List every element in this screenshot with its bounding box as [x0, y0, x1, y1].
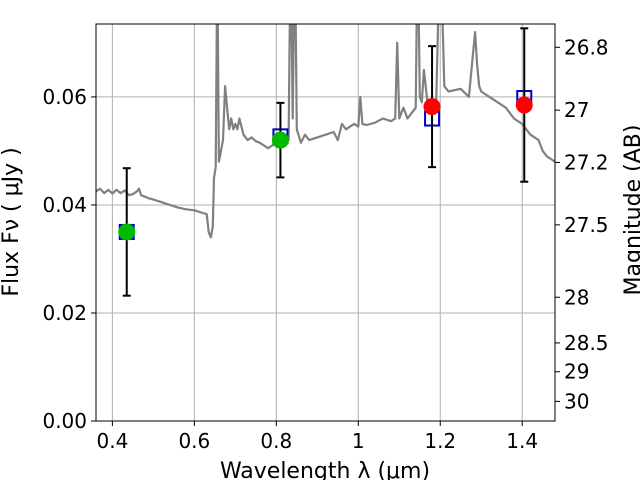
observed-photometry-point — [423, 98, 441, 116]
observed-photometry-point — [515, 96, 533, 114]
y-tick-label: 0.06 — [42, 85, 87, 109]
observed-photometry-point — [271, 131, 289, 149]
model-spectrum-line — [96, 24, 555, 239]
x-tick-label: 1.2 — [424, 429, 456, 453]
y2-tick-label: 28 — [564, 285, 589, 309]
x-tick-label: 0.8 — [260, 429, 292, 453]
x-tick-label: 1.4 — [506, 429, 538, 453]
x-tick-label: 1 — [352, 429, 365, 453]
y2-tick-label: 27.2 — [564, 150, 609, 174]
plot-frame — [95, 23, 556, 422]
observed-photometry-points — [118, 96, 533, 241]
observed-photometry-point — [118, 223, 136, 241]
y-axis-ticks: 0.00 0.02 0.04 0.06 — [42, 85, 96, 433]
error-bars — [122, 27, 529, 297]
y-tick-label: 0.00 — [42, 409, 87, 433]
y2-tick-label: 26.8 — [564, 35, 609, 59]
x-axis-ticks: 0.4 0.6 0.8 1 1.2 1.4 — [96, 421, 538, 453]
y2-tick-label: 27.5 — [564, 213, 609, 237]
x-axis-title: Wavelength λ (μm) — [220, 459, 430, 480]
y2-tick-label: 29 — [564, 360, 589, 384]
y2-axis-title: Magnitude (AB) — [621, 125, 640, 296]
y2-axis-ticks: 26.8 27 27.2 27.5 28 28.5 29 30 — [555, 35, 609, 413]
model-photometry-squares — [118, 89, 533, 240]
grid-lines — [96, 24, 555, 422]
y2-tick-label: 30 — [564, 389, 589, 413]
y2-tick-label: 28.5 — [564, 331, 609, 355]
y-axis-title: Flux Fν ( μJy ) — [0, 147, 24, 296]
x-tick-label: 0.6 — [178, 429, 210, 453]
y-tick-label: 0.04 — [42, 193, 87, 217]
x-tick-label: 0.4 — [96, 429, 128, 453]
y-tick-label: 0.02 — [42, 301, 87, 325]
y2-tick-label: 27 — [564, 98, 589, 122]
